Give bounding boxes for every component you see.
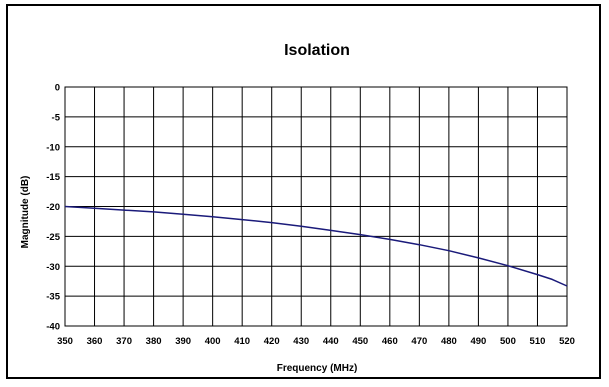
x-tick-label: 490 — [470, 336, 486, 347]
x-tick-label: 390 — [175, 336, 191, 347]
x-tick-label: 380 — [146, 336, 162, 347]
y-tick-label: -30 — [46, 262, 60, 273]
x-tick-labels: 350 360 370 380 390 400 410 420 430 440 450 460 470 4… — [57, 336, 575, 347]
x-tick-label: 450 — [352, 336, 368, 347]
y-tick-label: -25 — [46, 232, 60, 243]
x-tick-label: 520 — [559, 336, 575, 347]
y-axis-label: Magnitude (dB) — [20, 176, 31, 249]
y-tick-label: -10 — [46, 142, 60, 153]
y-tick-labels: 0 -5 -10 -15 -20 -25 -30 -35 -40 — [46, 83, 60, 333]
x-tick-label: 370 — [116, 336, 132, 347]
x-tick-label: 420 — [264, 336, 280, 347]
chart-frame: Isolation 0 -5 -10 -15 -20 -25 -30 -35 -40 350 36… — [6, 4, 601, 379]
x-tick-label: 350 — [57, 336, 73, 347]
x-tick-label: 480 — [441, 336, 457, 347]
x-tick-label: 460 — [382, 336, 398, 347]
chart-title: Isolation — [284, 42, 350, 59]
x-tick-label: 510 — [530, 336, 546, 347]
y-tick-label: -20 — [46, 202, 60, 213]
grid-lines — [64, 86, 568, 327]
x-tick-label: 360 — [87, 336, 103, 347]
x-tick-label: 430 — [293, 336, 309, 347]
x-tick-label: 470 — [411, 336, 427, 347]
isolation-chart: Isolation 0 -5 -10 -15 -20 -25 -30 -35 -40 350 36… — [20, 42, 575, 374]
series-group — [64, 205, 568, 287]
y-tick-label: 0 — [55, 83, 60, 94]
x-tick-label: 410 — [234, 336, 250, 347]
isolation-series-line — [64, 205, 568, 287]
y-tick-label: -15 — [46, 172, 60, 183]
x-axis-label: Frequency (MHz) — [277, 363, 358, 374]
y-tick-label: -40 — [46, 322, 60, 333]
x-tick-label: 400 — [205, 336, 221, 347]
y-tick-label: -5 — [52, 112, 61, 123]
x-tick-label: 500 — [500, 336, 516, 347]
y-tick-label: -35 — [46, 292, 60, 303]
x-tick-label: 440 — [323, 336, 339, 347]
